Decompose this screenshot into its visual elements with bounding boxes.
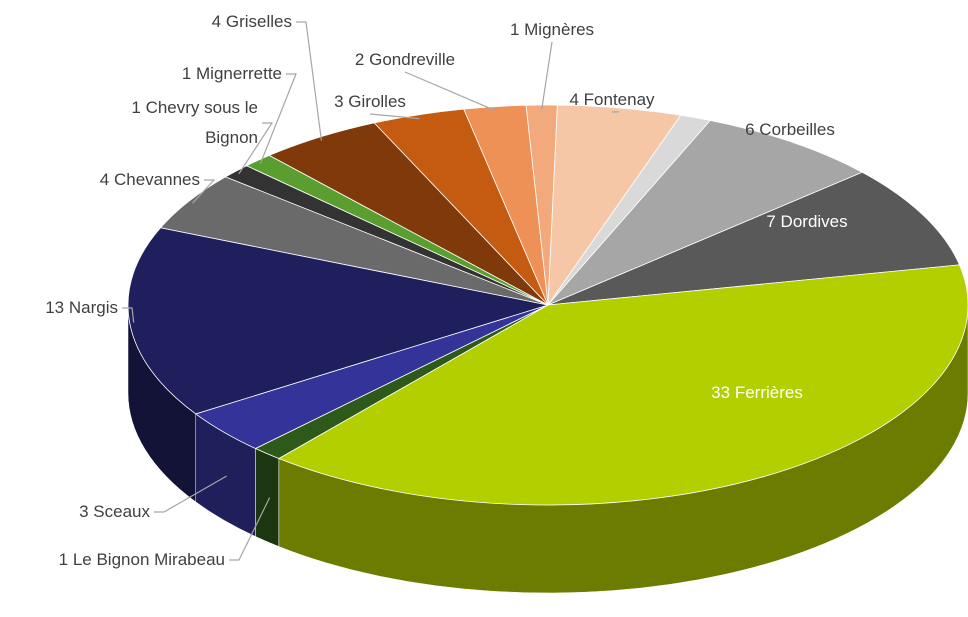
leader-line xyxy=(369,113,420,120)
slice-category: Griselles xyxy=(225,12,292,31)
slice-category: Mignères xyxy=(524,20,595,39)
pie-side xyxy=(255,448,280,547)
leader-line xyxy=(404,71,496,112)
slice-value: 33 xyxy=(711,383,731,402)
slice-label: 1 Le Bignon Mirabeau xyxy=(59,545,225,575)
slice-label: 6 Corbeilles xyxy=(745,115,835,145)
slice-label: 1 Chevry sous le Bignon xyxy=(123,93,258,153)
slice-value: 4 xyxy=(211,12,222,31)
slice-label: 13 Nargis xyxy=(45,293,118,323)
slice-category: Gondreville xyxy=(369,50,456,69)
slice-category: Mignerrette xyxy=(196,64,282,83)
pie-slice xyxy=(547,171,961,306)
slice-label: 1 Mignerrette xyxy=(182,59,282,89)
slice-label: 33 Ferrières xyxy=(711,378,803,408)
slice-value: 1 xyxy=(181,64,192,83)
slice-label: 1 Mignères xyxy=(510,15,594,45)
slice-category: Fontenay xyxy=(583,90,655,109)
slice-value: 4 xyxy=(99,170,110,189)
slice-value: 1 xyxy=(509,20,520,39)
slice-value: 1 xyxy=(58,550,69,569)
leader-line xyxy=(154,475,227,513)
slice-value: 2 xyxy=(354,50,365,69)
slice-category: Ferrières xyxy=(734,383,803,402)
pie-slice xyxy=(127,227,549,415)
leader-line xyxy=(122,307,135,323)
leader-line xyxy=(238,122,274,175)
slice-label: 2 Gondreville xyxy=(355,45,455,75)
slice-category: Nargis xyxy=(68,298,118,317)
leader-line xyxy=(541,41,553,110)
leader-line xyxy=(229,497,271,561)
slice-category: Chevry sous le Bignon xyxy=(145,98,258,147)
slice-label: 7 Dordives xyxy=(766,207,847,237)
slice-value: 3 xyxy=(334,92,344,111)
pie-slice xyxy=(547,120,864,306)
slice-label: 4 Chevannes xyxy=(100,165,200,195)
slice-label: 4 Fontenay xyxy=(569,85,654,115)
slice-value: 6 xyxy=(745,120,755,139)
leader-line xyxy=(296,21,323,141)
slice-category: Girolles xyxy=(348,92,406,111)
slice-value: 7 xyxy=(766,212,776,231)
slice-value: 4 xyxy=(569,90,579,109)
leader-line xyxy=(192,179,216,204)
slice-category: Chevannes xyxy=(113,170,200,189)
slice-value: 13 xyxy=(45,298,65,317)
slice-label: 4 Griselles xyxy=(212,7,292,37)
leader-line xyxy=(259,73,297,164)
slice-category: Le Bignon Mirabeau xyxy=(72,550,225,569)
pie-slice xyxy=(463,104,549,306)
slice-value: 1 xyxy=(131,98,141,117)
slice-label: 3 Sceaux xyxy=(79,497,150,527)
slice-category: Dordives xyxy=(780,212,848,231)
pie-slice xyxy=(277,264,968,506)
slice-category: Corbeilles xyxy=(759,120,835,139)
slice-label: 3 Girolles xyxy=(334,87,406,117)
slice-value: 3 xyxy=(79,502,89,521)
slice-category: Sceaux xyxy=(93,502,150,521)
